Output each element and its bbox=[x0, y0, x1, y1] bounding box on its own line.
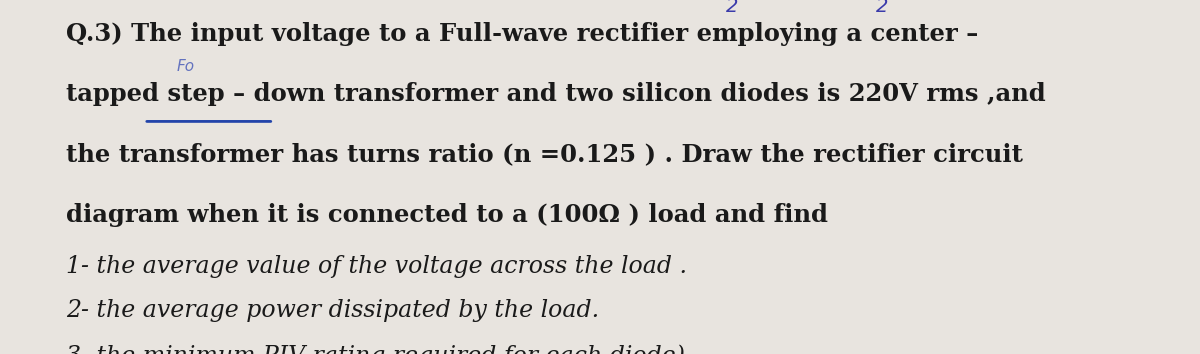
Text: the transformer has turns ratio (n =0.125 ) . Draw the rectifier circuit: the transformer has turns ratio (n =0.12… bbox=[66, 142, 1022, 166]
Text: diagram when it is connected to a (100Ω ) load and find: diagram when it is connected to a (100Ω … bbox=[66, 202, 828, 227]
Text: 2: 2 bbox=[726, 0, 738, 16]
Text: Fo: Fo bbox=[176, 59, 194, 74]
Text: 3- the minimum PIV rating required for each diode).: 3- the minimum PIV rating required for e… bbox=[66, 345, 692, 354]
Text: 2: 2 bbox=[876, 0, 888, 16]
Text: tapped step – down transformer and two silicon diodes is 220V rms ,and: tapped step – down transformer and two s… bbox=[66, 82, 1045, 106]
Text: Q.3) The input voltage to a Full-wave rectifier employing a center –: Q.3) The input voltage to a Full-wave re… bbox=[66, 22, 978, 46]
Text: 1- the average value of the voltage across the load .: 1- the average value of the voltage acro… bbox=[66, 255, 686, 278]
Text: 2- the average power dissipated by the load.: 2- the average power dissipated by the l… bbox=[66, 299, 599, 322]
